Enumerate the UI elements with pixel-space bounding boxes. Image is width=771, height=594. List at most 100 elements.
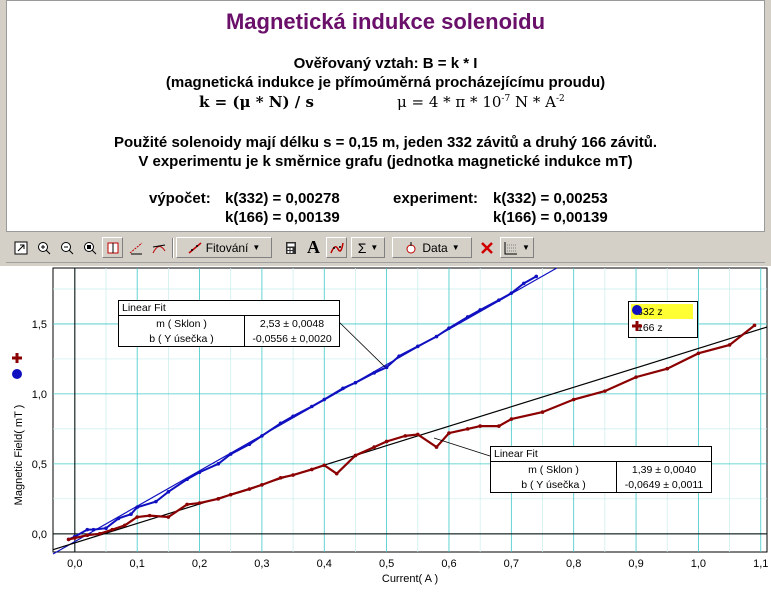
data-point (135, 505, 139, 510)
window-icon[interactable] (10, 237, 31, 258)
data-point (497, 424, 501, 428)
solenoid-description: Použité solenoidy mají délku s = 0,15 m,… (113, 134, 658, 151)
exp-label: experiment: (393, 190, 479, 207)
fit-dropdown[interactable]: Fitování ▼ (176, 237, 272, 258)
x-tick-label: 0,6 (441, 558, 456, 570)
formula-mu: μ = 4 * π * 10-7 N * A-2 (397, 93, 565, 111)
fit-box-332[interactable]: Linear Fit m ( Sklon ) 2,53 ± 0,0048 b ( … (118, 300, 340, 347)
fit-intercept-label: b ( Y úsečka ) (521, 478, 586, 491)
data-point (665, 366, 670, 371)
data-point (247, 487, 252, 491)
page-title: Magnetická indukce solenoidu (225, 9, 546, 34)
data-point (634, 375, 638, 379)
data-point (384, 439, 389, 444)
data-point (129, 512, 133, 517)
x-axis-title: Current( A ) (382, 573, 438, 585)
x-tick-label: 0,4 (317, 558, 332, 570)
data-point (66, 537, 71, 542)
data-point (540, 410, 545, 414)
x-tick-label: 0,3 (254, 558, 269, 570)
data-icon (406, 241, 416, 253)
data-point (185, 502, 189, 507)
data-dropdown[interactable]: Data ▼ (392, 237, 472, 258)
zoom-out-icon[interactable] (56, 237, 77, 258)
x-tick-label: 1,0 (691, 558, 706, 570)
fit-line (52, 326, 768, 551)
data-point (353, 453, 358, 458)
autoscale-icon[interactable] (79, 237, 100, 258)
relation-line: Ověřovaný vztah: B = k * I (293, 55, 478, 72)
data-point (85, 533, 90, 538)
data-point (309, 404, 314, 409)
data-point (116, 516, 121, 521)
data-point (322, 463, 327, 468)
data-point (147, 513, 152, 518)
data-point (278, 421, 283, 426)
data-point (309, 467, 314, 472)
data-point (478, 308, 482, 312)
data-point (228, 492, 233, 497)
data-point (372, 371, 376, 375)
fit-slope-value: 2,53 ± 0,0048 (244, 316, 339, 331)
fit-slope-label: m ( Sklon ) (528, 463, 579, 476)
zoom-in-icon[interactable] (33, 237, 54, 258)
fit-box-header: Linear Fit (119, 301, 339, 316)
data-point (154, 499, 158, 504)
graph-area[interactable]: 0,0 0,1 0,2 0,3 0,4 0,5 0,6 0,7 0,8 0,9 1,0 1,1 0,0 0… (0, 266, 771, 594)
x-tick-label: 1,1 (753, 558, 768, 570)
data-point (727, 343, 732, 347)
experiment-description: V experimentu je k směrnice grafu (jedno… (138, 153, 633, 170)
fit-slope-label: m ( Sklon ) (156, 317, 207, 330)
fit-box-166[interactable]: Linear Fit m ( Sklon ) 1,39 ± 0,0040 b ( … (490, 446, 712, 493)
graph-options-dropdown[interactable]: ▼ (500, 237, 534, 258)
calculator-icon[interactable] (280, 237, 301, 258)
interpolate-icon[interactable] (125, 237, 146, 258)
data-point (197, 501, 202, 505)
calc-label: výpočet: (149, 190, 211, 207)
circle-marker-icon (632, 305, 642, 315)
calc-166: k(166) = 0,00139 (225, 209, 340, 226)
data-point (97, 532, 102, 536)
data-point (447, 326, 451, 330)
text-panel: Magnetická indukce solenoidu Ověřovaný v… (6, 0, 765, 232)
data-point (185, 477, 189, 482)
data-point (104, 526, 108, 531)
tangent-icon[interactable] (148, 237, 169, 258)
linear-fit-icon (188, 241, 202, 254)
x-tick-label: 0,1 (130, 558, 145, 570)
data-point (397, 354, 401, 358)
data-point (247, 442, 252, 447)
series-line (68, 275, 537, 541)
x-tick-label: 0,5 (379, 558, 394, 570)
data-point (278, 476, 283, 480)
statistics-icon: Σ (357, 239, 367, 256)
data-point (384, 365, 389, 370)
data-point (447, 431, 451, 435)
delete-icon[interactable] (476, 237, 497, 258)
chart-legend[interactable]: 332 z 166 z (628, 301, 698, 338)
statistics-dropdown[interactable]: Σ ▼ (351, 237, 385, 258)
y-axis-marker-166 (12, 353, 22, 363)
curve-fit-icon[interactable] (326, 237, 347, 258)
text-annotation-icon[interactable]: A (303, 237, 324, 258)
data-point (216, 497, 221, 501)
data-point (291, 414, 295, 419)
data-point (415, 344, 420, 349)
data-point (322, 397, 327, 402)
fit-intercept-value: -0,0649 ± 0,0011 (616, 477, 711, 492)
legend-item-332[interactable]: 332 z (631, 304, 693, 319)
callout-line (433, 437, 491, 457)
y-axis-title: Magnetic Field( mT ) (13, 405, 25, 506)
data-point (216, 462, 221, 466)
data-point (478, 424, 482, 428)
examine-icon[interactable] (102, 237, 123, 258)
legend-item-166[interactable]: 166 z (631, 320, 693, 335)
data-point (91, 527, 96, 532)
data-point (509, 417, 514, 421)
data-point (434, 445, 439, 449)
data-point (291, 473, 295, 477)
data-point (135, 515, 139, 519)
data-point (534, 274, 539, 279)
data-point (522, 281, 526, 286)
data-point (372, 445, 376, 449)
